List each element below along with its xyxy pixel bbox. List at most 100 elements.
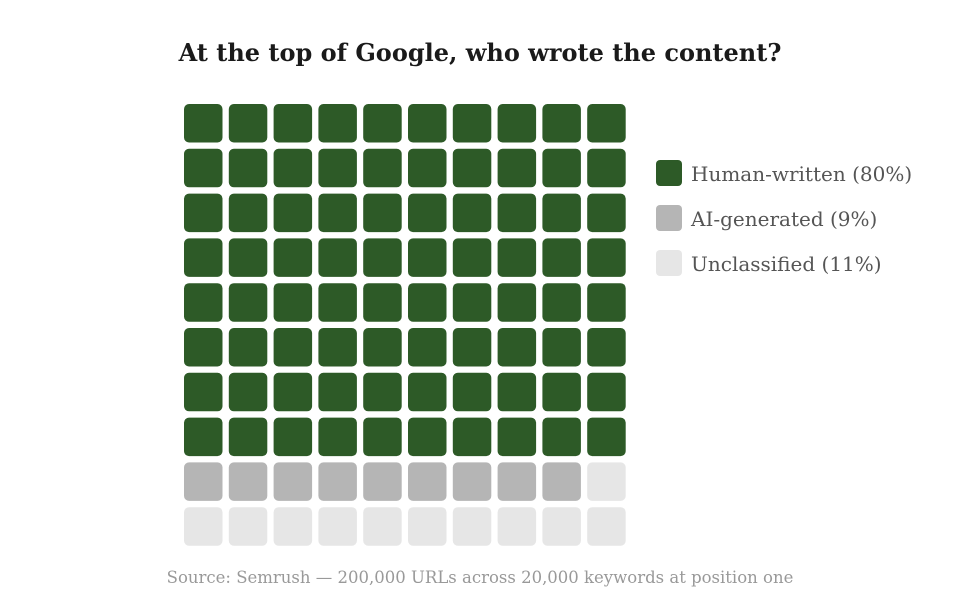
waffle-cell-series-0	[318, 417, 357, 457]
waffle-cell-series-0	[587, 328, 626, 367]
waffle-cell-series-0	[408, 104, 447, 143]
waffle-cell-series-0	[273, 328, 313, 367]
waffle-cell-series-0	[228, 372, 268, 412]
waffle-cell-series-0	[497, 372, 537, 412]
waffle-cell-series-0	[587, 148, 626, 188]
waffle-cell-series-0	[542, 104, 581, 143]
waffle-cell-series-0	[408, 148, 447, 188]
waffle-cell-series-0	[273, 193, 313, 233]
waffle-cell-series-0	[184, 238, 223, 277]
waffle-cell-series-2	[318, 507, 357, 546]
waffle-cell-series-0	[273, 417, 313, 457]
waffle-cell-series-0	[318, 193, 357, 233]
waffle-cell-series-0	[408, 193, 447, 233]
waffle-cell-series-0	[228, 104, 268, 143]
waffle-cell-series-0	[363, 283, 402, 322]
waffle-cell-series-0	[587, 104, 626, 143]
waffle-cell-series-0	[542, 148, 581, 188]
waffle-cell-series-0	[408, 238, 447, 277]
waffle-cell-series-0	[273, 148, 313, 188]
waffle-cell-series-2	[408, 507, 447, 546]
waffle-cell-series-0	[452, 148, 492, 188]
waffle-cell-series-0	[318, 372, 357, 412]
legend-item: AI-generated (9%)	[656, 205, 877, 231]
waffle-cell-series-0	[587, 193, 626, 233]
waffle-cell-series-0	[318, 328, 357, 367]
waffle-cell-series-0	[452, 328, 492, 367]
waffle-cell-series-1	[318, 462, 357, 501]
waffle-cell-series-0	[408, 283, 447, 322]
waffle-cell-series-0	[363, 148, 402, 188]
waffle-cell-series-0	[363, 193, 402, 233]
waffle-cell-series-2	[587, 462, 626, 501]
source-note: Source: Semrush — 200,000 URLs across 20…	[166, 568, 794, 587]
legend-item: Human-written (80%)	[656, 160, 912, 186]
waffle-cell-series-0	[497, 193, 537, 233]
waffle-cell-series-2	[542, 507, 581, 546]
waffle-cell-series-2	[273, 507, 313, 546]
waffle-cell-series-0	[452, 238, 492, 277]
waffle-cell-series-0	[228, 148, 268, 188]
waffle-cell-series-0	[497, 283, 537, 322]
waffle-cell-series-0	[452, 104, 492, 143]
waffle-cell-series-0	[228, 328, 268, 367]
waffle-cell-series-1	[452, 462, 492, 501]
legend-item: Unclassified (11%)	[656, 250, 882, 276]
waffle-cell-series-0	[363, 238, 402, 277]
legend-label: AI-generated (9%)	[690, 207, 877, 231]
waffle-cell-series-0	[184, 104, 223, 143]
waffle-cell-series-0	[363, 372, 402, 412]
waffle-cell-series-0	[184, 417, 223, 457]
waffle-cell-series-0	[497, 238, 537, 277]
waffle-cell-series-0	[228, 417, 268, 457]
waffle-cell-series-2	[228, 507, 268, 546]
waffle-cell-series-0	[408, 417, 447, 457]
waffle-cell-series-0	[273, 283, 313, 322]
waffle-cell-series-0	[184, 372, 223, 412]
waffle-cell-series-0	[408, 372, 447, 412]
waffle-cell-series-2	[452, 507, 492, 546]
waffle-cell-series-0	[497, 104, 537, 143]
waffle-cell-series-0	[408, 328, 447, 367]
waffle-cell-series-0	[497, 148, 537, 188]
waffle-cell-series-0	[184, 148, 223, 188]
waffle-cell-series-0	[363, 417, 402, 457]
waffle-cell-series-0	[542, 238, 581, 277]
waffle-cell-series-0	[228, 283, 268, 322]
waffle-cell-series-2	[587, 507, 626, 546]
waffle-cell-series-0	[363, 328, 402, 367]
waffle-cell-series-0	[587, 238, 626, 277]
waffle-cell-series-0	[184, 283, 223, 322]
waffle-cell-series-1	[542, 462, 581, 501]
waffle-cell-series-0	[318, 148, 357, 188]
waffle-cell-series-0	[184, 193, 223, 233]
waffle-cell-series-0	[273, 104, 313, 143]
waffle-cell-series-0	[497, 417, 537, 457]
waffle-cell-series-0	[587, 372, 626, 412]
waffle-cell-series-0	[452, 193, 492, 233]
chart-title: At the top of Google, who wrote the cont…	[178, 38, 782, 67]
waffle-cell-series-0	[184, 328, 223, 367]
waffle-cell-series-1	[184, 462, 223, 501]
legend-label: Human-written (80%)	[691, 162, 912, 186]
waffle-cell-series-1	[363, 462, 402, 501]
waffle-cell-series-0	[497, 328, 537, 367]
waffle-cell-series-0	[587, 417, 626, 457]
waffle-cell-series-0	[318, 104, 357, 143]
waffle-cell-series-1	[273, 462, 313, 501]
waffle-cell-series-2	[184, 507, 223, 546]
waffle-cell-series-0	[542, 193, 581, 233]
waffle-cell-series-0	[452, 417, 492, 457]
waffle-cell-series-0	[228, 238, 268, 277]
legend-label: Unclassified (11%)	[691, 252, 882, 276]
legend-swatch	[656, 205, 682, 231]
waffle-cell-series-2	[363, 507, 402, 546]
legend-swatch	[656, 160, 682, 186]
waffle-cell-series-1	[497, 462, 537, 501]
waffle-cell-series-0	[318, 283, 357, 322]
waffle-cell-series-0	[318, 238, 357, 277]
waffle-cell-series-0	[452, 372, 492, 412]
waffle-cell-series-0	[452, 283, 492, 322]
waffle-cell-series-0	[273, 372, 313, 412]
